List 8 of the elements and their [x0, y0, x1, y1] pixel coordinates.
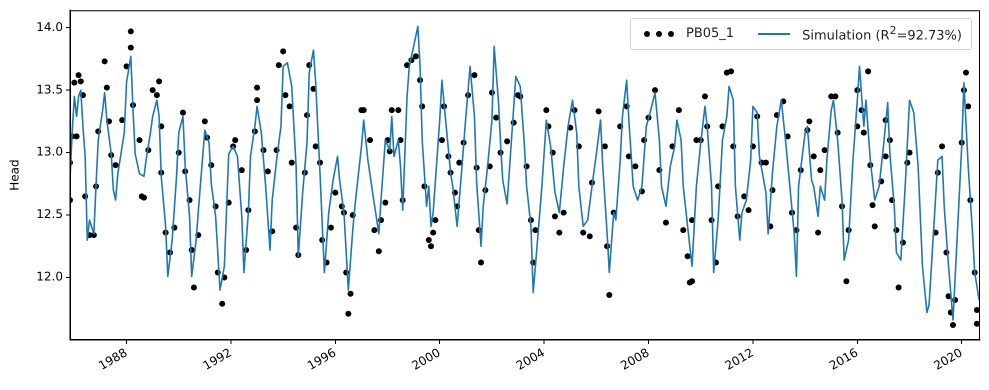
legend-label: Simulation (R$^{2}$=92.73%): [802, 24, 962, 44]
y-axis-title: Head: [7, 159, 22, 191]
y-tick-label: 14.0: [36, 20, 63, 34]
y-tick-label: 12.0: [36, 270, 63, 284]
y-tick-label: 13.0: [36, 144, 63, 159]
y-tick-label: 12.5: [36, 207, 63, 222]
y-tick-label: 13.5: [36, 82, 63, 96]
legend-label: PB05_1: [686, 26, 734, 42]
